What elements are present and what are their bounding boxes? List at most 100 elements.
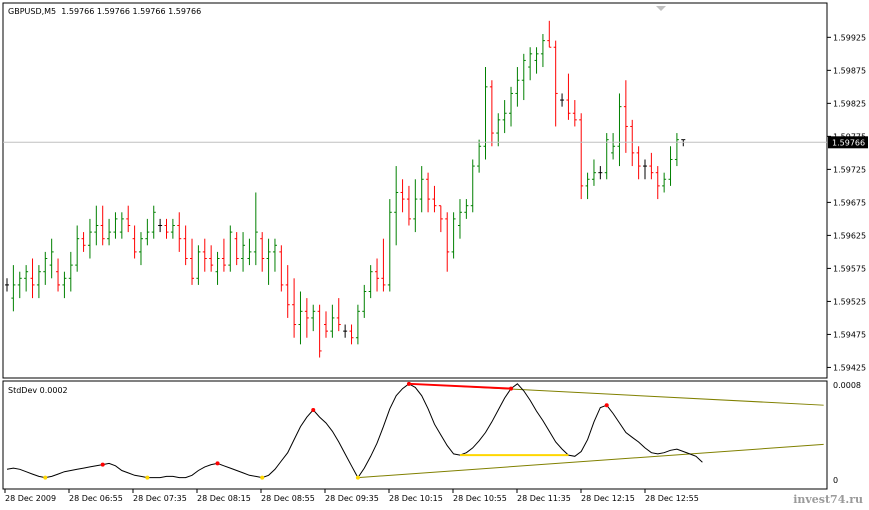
price-bar: [145, 218, 150, 246]
price-tick-label: 1.59725: [833, 165, 866, 174]
price-bar: [528, 47, 533, 81]
price-tick-label: 1.59525: [833, 297, 866, 306]
peak-marker: [311, 407, 316, 412]
price-bar: [81, 232, 86, 252]
price-bar: [496, 113, 501, 147]
price-bar: [464, 199, 469, 219]
price-bar: [400, 179, 405, 213]
time-tick-label: 28 Dec 11:35: [517, 494, 571, 503]
price-bar: [540, 34, 545, 68]
peak-marker: [509, 386, 514, 391]
price-bar: [113, 212, 118, 239]
price-bar: [311, 304, 316, 332]
indicator-highlight-segment: [408, 382, 512, 390]
price-bar: [668, 146, 673, 186]
price-bar: [483, 67, 488, 160]
price-bar: [445, 212, 450, 272]
price-bar: [56, 258, 61, 292]
price-bar: [406, 185, 411, 226]
price-bar: [534, 47, 539, 74]
price-tick-label: 1.59875: [833, 66, 866, 75]
price-bar: [196, 245, 201, 285]
time-tick-label: 28 Dec 12:55: [645, 494, 699, 503]
price-bar: [438, 205, 443, 233]
price-bar: [381, 238, 386, 292]
indicator-trendline: [357, 443, 824, 479]
price-bar: [349, 324, 354, 345]
trough-marker: [145, 475, 150, 480]
price-bar: [419, 166, 424, 213]
time-tick-label: 28 Dec 09:35: [325, 494, 379, 503]
price-bar: [477, 139, 482, 173]
trough-marker: [355, 475, 360, 480]
price-bar: [241, 232, 246, 272]
price-bar: [553, 40, 558, 127]
price-bar: [681, 139, 686, 147]
price-bar: [489, 80, 494, 147]
time-axis: 28 Dec 2009 28 Dec 06:55 28 Dec 07:35 28 De…: [4, 489, 699, 503]
price-bar: [126, 205, 131, 233]
price-bar: [151, 205, 156, 239]
price-bar: [190, 238, 195, 285]
price-tick-label: 1.59575: [833, 264, 866, 273]
price-bar: [330, 304, 335, 338]
price-bar: [643, 159, 647, 180]
peak-marker: [100, 462, 105, 467]
price-bar: [266, 238, 271, 285]
price-bar: [426, 172, 431, 213]
price-bar: [579, 113, 584, 200]
price-bar: [183, 225, 188, 266]
price-bar: [304, 298, 309, 338]
indicator-title: StdDev 0.0002: [8, 386, 68, 395]
indicator-tick-label: 0: [833, 476, 838, 485]
price-bar: [253, 192, 258, 266]
price-bar: [598, 166, 603, 180]
price-tick-label: 1.59925: [833, 33, 866, 42]
time-tick-label: 28 Dec 10:15: [389, 494, 443, 503]
price-bar: [164, 218, 169, 239]
peak-marker: [604, 403, 609, 408]
price-bar: [285, 265, 290, 318]
price-bar: [24, 265, 29, 292]
price-bar: [451, 212, 456, 259]
price-bar: [394, 166, 399, 246]
price-bar: [560, 93, 565, 107]
price-bar: [36, 265, 41, 299]
price-bar: [674, 133, 679, 167]
price-bar: [209, 245, 214, 272]
price-bar: [158, 218, 163, 233]
time-tick-label: 28 Dec 07:35: [133, 494, 187, 503]
ohlc-values: 1.59766 1.59766 1.59766 1.59766: [61, 7, 202, 16]
watermark: invest74.ru: [793, 493, 863, 506]
price-bar: [279, 245, 284, 292]
price-bar: [119, 212, 124, 239]
price-bar: [566, 73, 571, 120]
price-bar: [247, 238, 252, 266]
price-bar: [43, 251, 48, 285]
trough-marker: [43, 475, 48, 480]
price-bar: [202, 238, 207, 272]
price-bar: [177, 212, 182, 252]
price-bar: [49, 238, 54, 279]
price-bar: [170, 218, 175, 239]
price-bar: [94, 205, 99, 246]
price-bar: [317, 304, 322, 358]
current-price-tag: [828, 136, 868, 149]
time-tick-label: 28 Dec 06:55: [69, 494, 123, 503]
price-tick-label: 1.59675: [833, 198, 866, 207]
price-bar: [649, 152, 654, 180]
price-bar: [630, 119, 635, 167]
indicator-tick-label: 0.0008: [833, 381, 861, 390]
price-bar: [107, 218, 112, 246]
price-bar: [413, 179, 418, 233]
collapse-arrow-icon[interactable]: [656, 6, 666, 11]
price-bar: [387, 199, 392, 292]
price-bar: [336, 298, 341, 332]
price-bar: [470, 159, 475, 213]
price-bar: [432, 185, 437, 213]
stddev-line: [6, 383, 703, 479]
price-bar: [298, 291, 303, 345]
price-bar: [11, 265, 16, 312]
time-tick-label: 28 Dec 08:55: [261, 494, 315, 503]
price-bar: [343, 324, 348, 338]
